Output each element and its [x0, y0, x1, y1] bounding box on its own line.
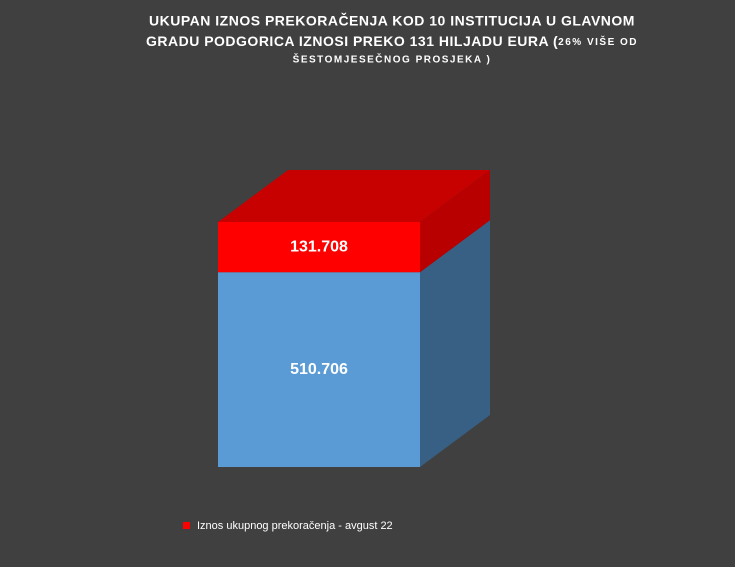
legend-label: Iznos ukupnog prekoračenja - avgust 22 [197, 520, 393, 532]
data-label: 510.706 [290, 361, 348, 378]
bar-side [420, 170, 490, 273]
chart-title: 26% VIŠE OD [558, 35, 638, 48]
chart-title: ŠESTOMJESEČNOG PROSJEKA ) [293, 53, 492, 66]
chart-title: GRADU PODGORICA IZNOSI PREKO 131 HILJADU… [146, 33, 558, 49]
chart-title: GRADU PODGORICA IZNOSI PREKO 131 HILJADU… [146, 33, 638, 49]
bar-side [420, 220, 490, 467]
legend-swatch [183, 522, 190, 529]
bar-top [218, 170, 490, 222]
bar [218, 222, 420, 273]
data-label: 131.708 [290, 238, 348, 255]
chart-title: UKUPAN IZNOS PREKORAČENJA KOD 10 INSTITU… [149, 12, 635, 29]
bar [218, 272, 420, 467]
